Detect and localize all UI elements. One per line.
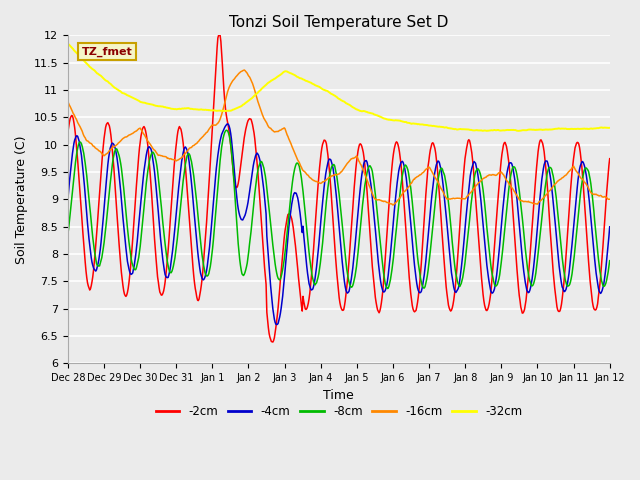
Text: TZ_fmet: TZ_fmet bbox=[81, 47, 132, 57]
Y-axis label: Soil Temperature (C): Soil Temperature (C) bbox=[15, 135, 28, 264]
Legend: -2cm, -4cm, -8cm, -16cm, -32cm: -2cm, -4cm, -8cm, -16cm, -32cm bbox=[151, 401, 527, 423]
Title: Tonzi Soil Temperature Set D: Tonzi Soil Temperature Set D bbox=[229, 15, 449, 30]
X-axis label: Time: Time bbox=[323, 389, 354, 402]
